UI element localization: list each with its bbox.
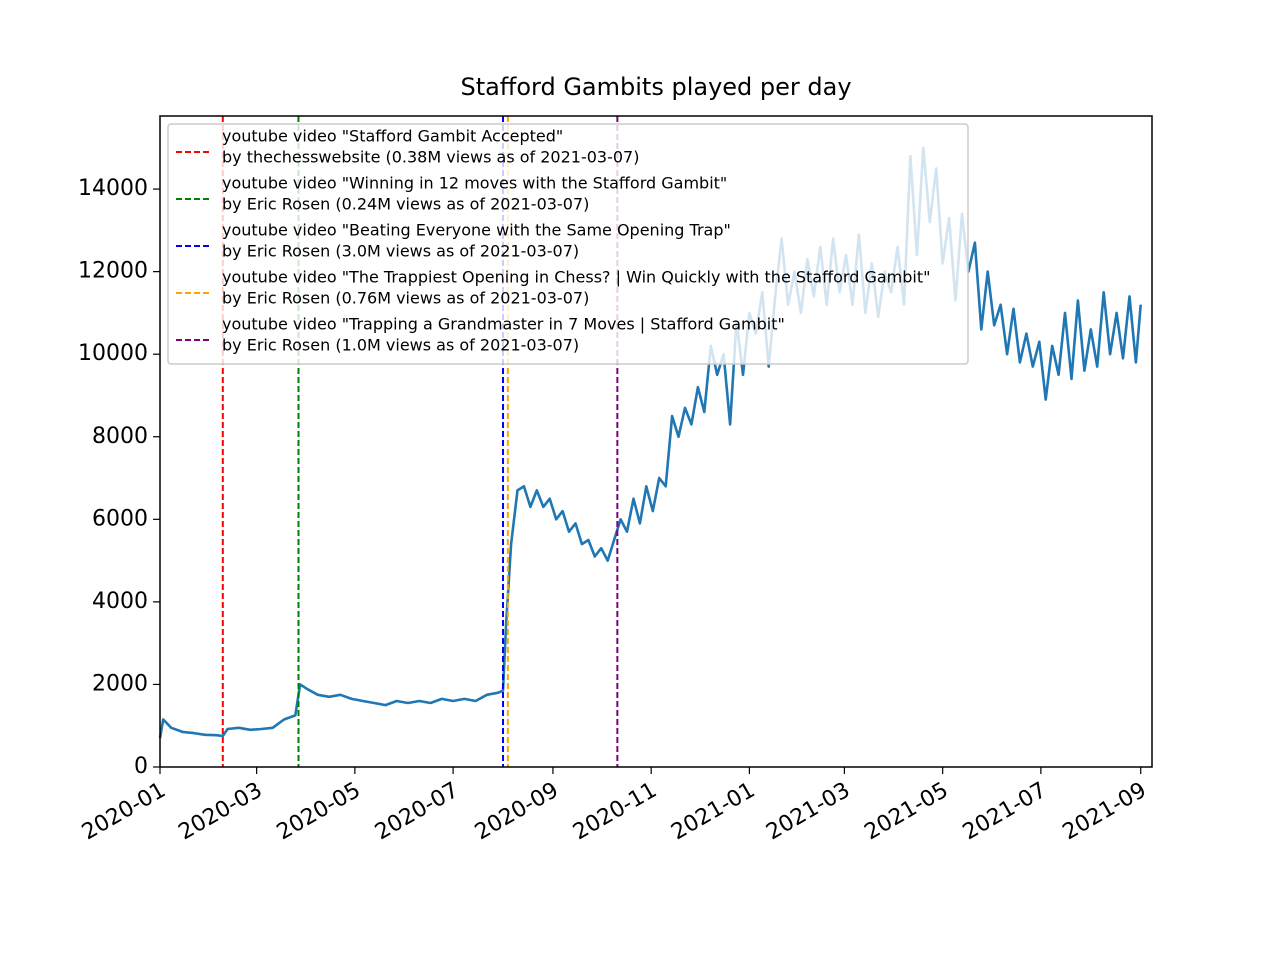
- legend-box: [167, 123, 969, 365]
- y-tick-label: 0: [134, 754, 148, 779]
- legend-label: by Eric Rosen (0.76M views as of 2021-03…: [222, 289, 589, 308]
- y-tick-label: 4000: [92, 589, 148, 614]
- y-tick-label: 6000: [92, 506, 148, 531]
- legend-label: youtube video "Beating Everyone with the…: [222, 221, 731, 240]
- legend-label: by thechesswebsite (0.38M views as of 20…: [222, 148, 639, 167]
- plot-frame: [159, 115, 1153, 768]
- legend-label: by Eric Rosen (3.0M views as of 2021-03-…: [222, 242, 579, 261]
- y-tick-label: 14000: [78, 176, 148, 201]
- y-tick-label: 12000: [78, 259, 148, 284]
- legend-label: by Eric Rosen (1.0M views as of 2021-03-…: [222, 336, 579, 355]
- legend-label: youtube video "Trapping a Grandmaster in…: [222, 315, 785, 334]
- legend-label: youtube video "The Trappiest Opening in …: [222, 268, 930, 287]
- y-tick-label: 2000: [92, 671, 148, 696]
- legend-label: by Eric Rosen (0.24M views as of 2021-03…: [222, 195, 589, 214]
- y-tick-label: 8000: [92, 424, 148, 449]
- legend-label: youtube video "Stafford Gambit Accepted": [222, 127, 563, 146]
- legend-label: youtube video "Winning in 12 moves with …: [222, 174, 727, 193]
- y-tick-label: 10000: [78, 341, 148, 366]
- chart-title: Stafford Gambits played per day: [460, 73, 851, 101]
